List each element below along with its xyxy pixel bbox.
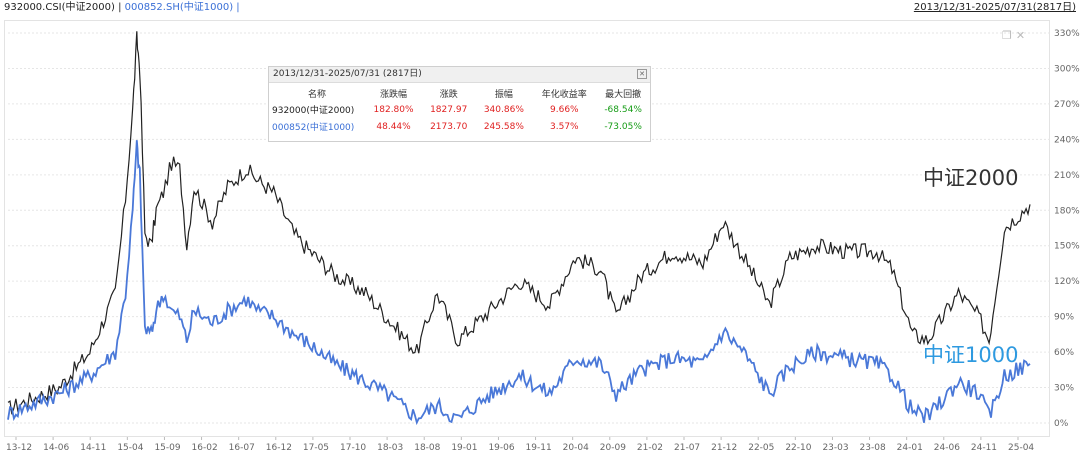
row-change: 1827.97 xyxy=(430,104,468,115)
row-annual-return: 3.57% xyxy=(550,121,579,132)
y-tick-label: 180% xyxy=(1054,206,1080,216)
row-amplitude: 340.86% xyxy=(483,104,524,115)
restore-icon[interactable]: ❐ xyxy=(1002,29,1012,42)
y-tick-label: 150% xyxy=(1054,242,1080,252)
x-tick-label: 24-11 xyxy=(971,443,997,453)
x-tick-label: 22-10 xyxy=(785,443,811,453)
row-change-pct: 182.80% xyxy=(373,104,414,115)
x-tick-label: 19-01 xyxy=(451,443,477,453)
x-tick-label: 14-06 xyxy=(43,443,69,453)
stats-row[interactable]: 000852(中证1000) 48.44% 2173.70 245.58% 3.… xyxy=(269,118,650,135)
x-tick-label: 16-07 xyxy=(229,443,255,453)
row-change-pct: 48.44% xyxy=(376,121,411,132)
x-tick-label: 19-11 xyxy=(526,443,552,453)
y-tick-label: 90% xyxy=(1054,313,1074,323)
x-tick-label: 23-03 xyxy=(822,443,848,453)
x-tick-label: 20-04 xyxy=(563,443,589,453)
header-series-b[interactable]: 000852.SH(中证1000) xyxy=(124,2,234,13)
col-change-pct: 涨跌幅 xyxy=(380,89,408,100)
close-icon[interactable]: ✕ xyxy=(1015,29,1026,42)
y-tick-label: 120% xyxy=(1054,277,1080,287)
stats-title: 2013/12/31-2025/07/31 (2817日) xyxy=(269,67,650,83)
stats-close-icon[interactable]: ✕ xyxy=(637,69,647,79)
x-tick-label: 15-04 xyxy=(117,443,143,453)
x-tick-label: 15-09 xyxy=(154,443,180,453)
x-tick-label: 19-06 xyxy=(488,443,514,453)
y-tick-label: 210% xyxy=(1054,171,1080,181)
x-tick-label: 18-08 xyxy=(414,443,440,453)
x-tick-label: 24-01 xyxy=(897,443,923,453)
col-name: 名称 xyxy=(307,89,326,100)
header-series-a[interactable]: 932000.CSI(中证2000) xyxy=(4,2,115,13)
y-tick-label: 240% xyxy=(1054,135,1080,145)
x-tick-label: 21-07 xyxy=(674,443,700,453)
x-tick-label: 25-04 xyxy=(1008,443,1034,453)
stats-table: 名称 涨跌幅 涨跌 振幅 年化收益率 最大回撤 932000(中证2000) 1… xyxy=(269,85,650,135)
chart-header: 932000.CSI(中证2000) | 000852.SH(中证1000) |… xyxy=(0,0,1080,16)
series-label: 中证1000 xyxy=(923,343,1018,367)
x-tick-label: 18-03 xyxy=(377,443,403,453)
col-annual-return: 年化收益率 xyxy=(541,89,587,100)
y-tick-label: 0% xyxy=(1054,419,1069,429)
y-tick-label: 300% xyxy=(1054,64,1080,74)
row-name: 932000(中证2000) xyxy=(272,106,355,116)
row-max-drawdown: -73.05% xyxy=(604,121,642,132)
x-tick-label: 22-05 xyxy=(748,443,774,453)
col-max-drawdown: 最大回撤 xyxy=(605,89,642,100)
stats-panel: 2013/12/31-2025/07/31 (2817日) ✕ 名称 涨跌幅 涨… xyxy=(268,66,651,142)
x-tick-label: 17-05 xyxy=(303,443,329,453)
x-tick-label: 17-10 xyxy=(340,443,366,453)
row-annual-return: 9.66% xyxy=(550,104,579,115)
x-tick-label: 14-11 xyxy=(80,443,106,453)
header-series-a-wrap: 932000.CSI(中证2000) | 000852.SH(中证1000) | xyxy=(4,0,240,16)
x-tick-label: 24-06 xyxy=(934,443,960,453)
x-tick-label: 13-12 xyxy=(6,443,32,453)
header-separator: | xyxy=(114,2,125,13)
series-line-csi1000[interactable] xyxy=(7,140,1031,426)
x-tick-label: 21-12 xyxy=(711,443,737,453)
row-max-drawdown: -68.54% xyxy=(604,104,642,115)
x-tick-label: 21-02 xyxy=(637,443,663,453)
plot-frame xyxy=(4,20,1050,437)
y-tick-label: 330% xyxy=(1054,29,1080,39)
series-line-csi2000[interactable] xyxy=(7,31,1031,415)
row-change: 2173.70 xyxy=(430,121,468,132)
stats-row[interactable]: 932000(中证2000) 182.80% 1827.97 340.86% 9… xyxy=(269,101,650,118)
stats-header-row: 名称 涨跌幅 涨跌 振幅 年化收益率 最大回撤 xyxy=(269,85,650,101)
x-tick-label: 23-08 xyxy=(860,443,886,453)
x-tick-label: 16-02 xyxy=(192,443,218,453)
col-change: 涨跌 xyxy=(439,89,458,100)
y-tick-label: 30% xyxy=(1054,384,1074,394)
date-range-link[interactable]: 2013/12/31-2025/07/31(2817日) xyxy=(913,2,1076,13)
header-series-b-suffix: | xyxy=(233,2,240,13)
series-label: 中证2000 xyxy=(923,166,1018,190)
y-tick-label: 270% xyxy=(1054,100,1080,110)
row-amplitude: 245.58% xyxy=(483,121,524,132)
row-name: 000852(中证1000) xyxy=(272,123,355,133)
x-tick-label: 16-12 xyxy=(266,443,292,453)
y-tick-label: 60% xyxy=(1054,348,1074,358)
x-tick-label: 20-09 xyxy=(600,443,626,453)
col-amplitude: 振幅 xyxy=(494,89,513,100)
window-buttons: ❐ ✕ xyxy=(1002,29,1029,42)
